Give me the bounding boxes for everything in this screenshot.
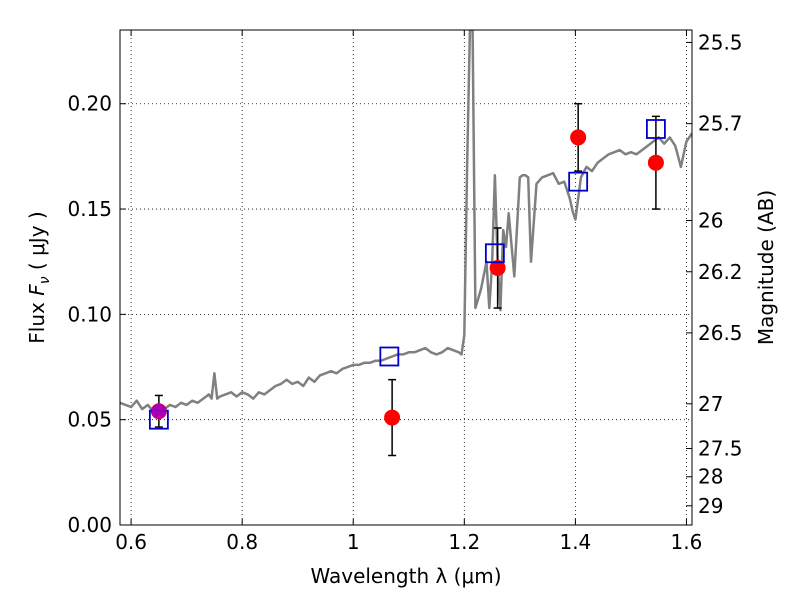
y-tick-label: 0.05 bbox=[67, 408, 112, 432]
model-square-marker bbox=[568, 171, 589, 192]
y-axis-title: Flux Fν ( μJy ) bbox=[25, 211, 53, 343]
template-spectrum-line bbox=[120, 30, 692, 413]
model-square-marker bbox=[484, 243, 505, 264]
x-tick-label: 1.4 bbox=[559, 530, 591, 554]
plot-frame bbox=[119, 29, 693, 526]
x-tick-label: 1.2 bbox=[448, 530, 480, 554]
right-tick-label: 25.5 bbox=[698, 30, 743, 54]
axis-ticks bbox=[120, 30, 692, 526]
observed-circle-marker bbox=[570, 129, 587, 146]
observed-circle-marker bbox=[489, 260, 506, 277]
y-tick-label: 0.10 bbox=[67, 302, 112, 326]
right-tick-label: 26 bbox=[698, 209, 723, 233]
y-axis-title-symbol: F bbox=[25, 284, 49, 296]
x-tick-label: 0.6 bbox=[115, 530, 147, 554]
right-tick-label: 25.7 bbox=[698, 112, 743, 136]
y-axis-title-suffix: ( μJy ) bbox=[25, 211, 49, 276]
y-axis-title-subscript: ν bbox=[37, 276, 53, 284]
right-tick-label: 27 bbox=[698, 392, 723, 416]
model-square-marker bbox=[646, 119, 666, 139]
right-tick-label: 28 bbox=[698, 465, 723, 489]
right-tick-label: 27.5 bbox=[698, 437, 743, 461]
tick-labels: 0.6 0.8 1 1.2 1.4 1.6 0.00 0.05 0.10 0.15 0.20 25.5… bbox=[67, 30, 742, 554]
right-tick-label: 26.5 bbox=[698, 321, 743, 345]
observed-circle-marker bbox=[384, 409, 401, 426]
x-tick-label: 1 bbox=[347, 530, 360, 554]
y-tick-label: 0.20 bbox=[67, 92, 112, 116]
x-axis-title: Wavelength λ (μm) bbox=[310, 564, 501, 588]
right-tick-label: 26.2 bbox=[698, 260, 743, 284]
right-axis-title: Magnitude (AB) bbox=[754, 190, 778, 345]
x-tick-label: 1.6 bbox=[671, 530, 703, 554]
right-tick-label: 29 bbox=[698, 494, 723, 518]
model-square-marker bbox=[379, 346, 400, 367]
y-tick-label: 0.15 bbox=[67, 197, 112, 221]
observed-circle-marker bbox=[647, 154, 664, 171]
x-tick-label: 0.8 bbox=[226, 530, 258, 554]
y-tick-label: 0.00 bbox=[67, 513, 112, 537]
y-axis-title-prefix: Flux bbox=[25, 296, 49, 344]
grid bbox=[120, 30, 692, 526]
overlay-circle-marker bbox=[151, 403, 167, 419]
